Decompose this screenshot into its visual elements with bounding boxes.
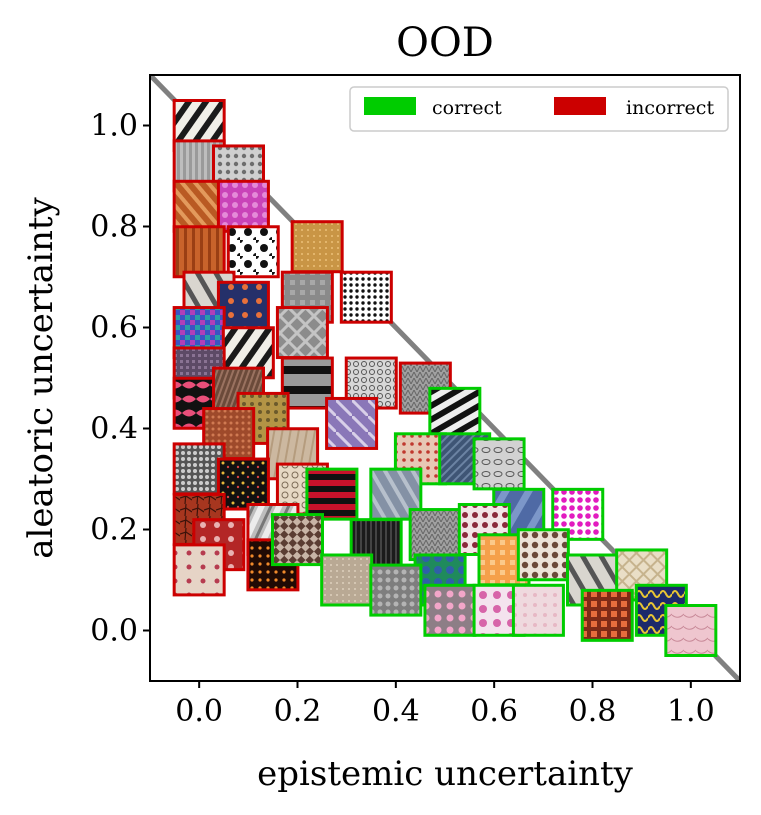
- correct-texture-thumbnail: [305, 467, 359, 521]
- y-tick-label: 0.6: [90, 311, 138, 346]
- incorrect-texture-thumbnail: [226, 225, 280, 279]
- legend-label-incorrect: incorrect: [626, 97, 714, 119]
- y-axis-label: aleatoric uncertainty: [21, 196, 61, 558]
- x-tick-label: 0.6: [470, 694, 518, 729]
- chart-title: OOD: [396, 20, 494, 66]
- incorrect-texture-thumbnail: [172, 543, 226, 597]
- legend: correct incorrect: [349, 86, 729, 132]
- x-tick-label: 1.0: [667, 694, 715, 729]
- correct-texture-thumbnail: [408, 508, 462, 562]
- x-tick-label: 0.4: [372, 694, 420, 729]
- x-tick-label: 0.8: [569, 694, 617, 729]
- correct-texture-thumbnail: [423, 583, 477, 637]
- plot-frame: [149, 74, 741, 682]
- x-tick-label: 0.2: [274, 694, 322, 729]
- legend-swatch-incorrect: [554, 97, 606, 115]
- incorrect-texture-thumbnail: [280, 356, 334, 410]
- legend-swatch-correct: [364, 97, 416, 115]
- y-tick-label: 0.4: [90, 412, 138, 447]
- correct-texture-thumbnail: [664, 604, 718, 657]
- correct-texture-thumbnail: [511, 583, 565, 637]
- incorrect-texture-thumbnail: [290, 220, 344, 274]
- texture-thumbnails: [172, 99, 718, 657]
- incorrect-texture-thumbnail: [172, 225, 226, 279]
- y-tick-label: 1.0: [90, 109, 138, 144]
- correct-texture-thumbnail: [472, 437, 526, 491]
- x-axis-ticks: 0.0 0.2 0.4 0.6 0.8 1.0: [175, 681, 715, 729]
- incorrect-texture-thumbnail: [172, 442, 226, 496]
- x-tick-label: 0.0: [175, 694, 223, 729]
- correct-texture-thumbnail: [369, 563, 423, 617]
- y-tick-label: 0.2: [90, 513, 138, 548]
- incorrect-texture-thumbnail: [339, 270, 393, 324]
- incorrect-texture-thumbnail: [216, 457, 270, 511]
- correct-texture-thumbnail: [320, 553, 374, 607]
- correct-texture-thumbnail: [516, 528, 570, 582]
- incorrect-texture-thumbnail: [216, 280, 270, 334]
- x-axis-label: epistemic uncertainty: [257, 754, 634, 794]
- y-tick-label: 0.0: [90, 614, 138, 649]
- incorrect-texture-thumbnail: [325, 396, 379, 450]
- incorrect-texture-thumbnail: [275, 306, 329, 360]
- incorrect-texture-thumbnail: [172, 179, 226, 233]
- correct-texture-thumbnail: [428, 386, 482, 440]
- legend-box: [349, 86, 729, 132]
- correct-texture-thumbnail: [580, 588, 634, 642]
- correct-texture-thumbnail: [271, 513, 324, 567]
- legend-label-correct: correct: [432, 97, 502, 119]
- y-axis-ticks: 0.0 0.2 0.4 0.6 0.8 1.0: [90, 109, 150, 649]
- y-tick-label: 0.8: [90, 210, 138, 245]
- incorrect-texture-thumbnail: [216, 179, 270, 233]
